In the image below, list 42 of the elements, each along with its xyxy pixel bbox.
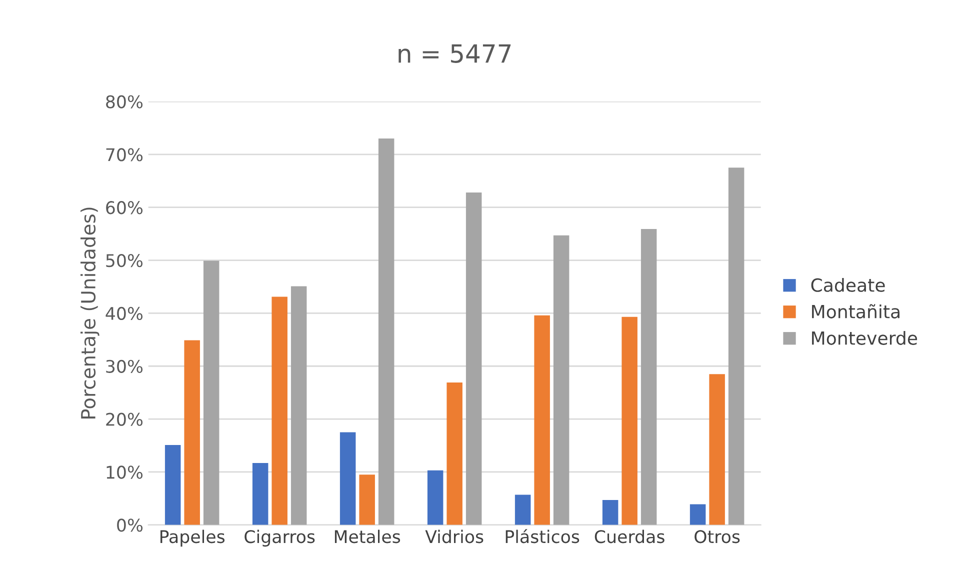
x-tick-label: Papeles [160, 530, 225, 547]
x-tick-label: Cigarros [244, 530, 315, 547]
bar [534, 315, 550, 525]
x-tick-label: Cuerdas [594, 530, 664, 544]
x-tick-label: Vidrios [425, 530, 484, 544]
bar [709, 374, 725, 525]
bar [622, 316, 638, 525]
bar [690, 504, 706, 525]
bar [553, 235, 570, 525]
y-tick-label: 20% [106, 412, 143, 426]
bar [252, 462, 268, 525]
bar [446, 382, 462, 525]
y-tick-label: 60% [106, 201, 143, 214]
y-tick-label: 10% [106, 466, 143, 479]
legend-label: Montañita [812, 304, 900, 318]
bar [514, 494, 531, 525]
y-tick-label: 0% [117, 518, 143, 532]
bar [378, 138, 394, 525]
legend-label: Monteverde [812, 330, 918, 345]
bar [728, 168, 744, 525]
bar [290, 286, 307, 525]
x-tick-label: Otros [694, 530, 740, 544]
y-tick-label: 30% [106, 360, 143, 373]
x-tick-label: Plásticos [506, 529, 580, 544]
y-axis-title: Porcentaje (Unidades) [80, 208, 100, 418]
chart-title: n = 5477 [398, 44, 511, 63]
bar [272, 296, 288, 525]
bar [427, 470, 444, 525]
bar [602, 500, 618, 525]
bar [640, 229, 657, 525]
bar [203, 260, 220, 525]
y-tick-label: 70% [106, 148, 143, 162]
bar [184, 340, 200, 525]
bar [359, 474, 375, 525]
x-tick-label: Metales [334, 530, 400, 544]
legend-label: Cadeate [811, 278, 885, 292]
y-tick-label: 40% [106, 306, 143, 320]
y-tick-label: 50% [106, 254, 143, 268]
bar [466, 192, 482, 525]
bar [340, 432, 356, 525]
y-tick-label: 80% [106, 95, 143, 108]
bar [164, 444, 181, 525]
